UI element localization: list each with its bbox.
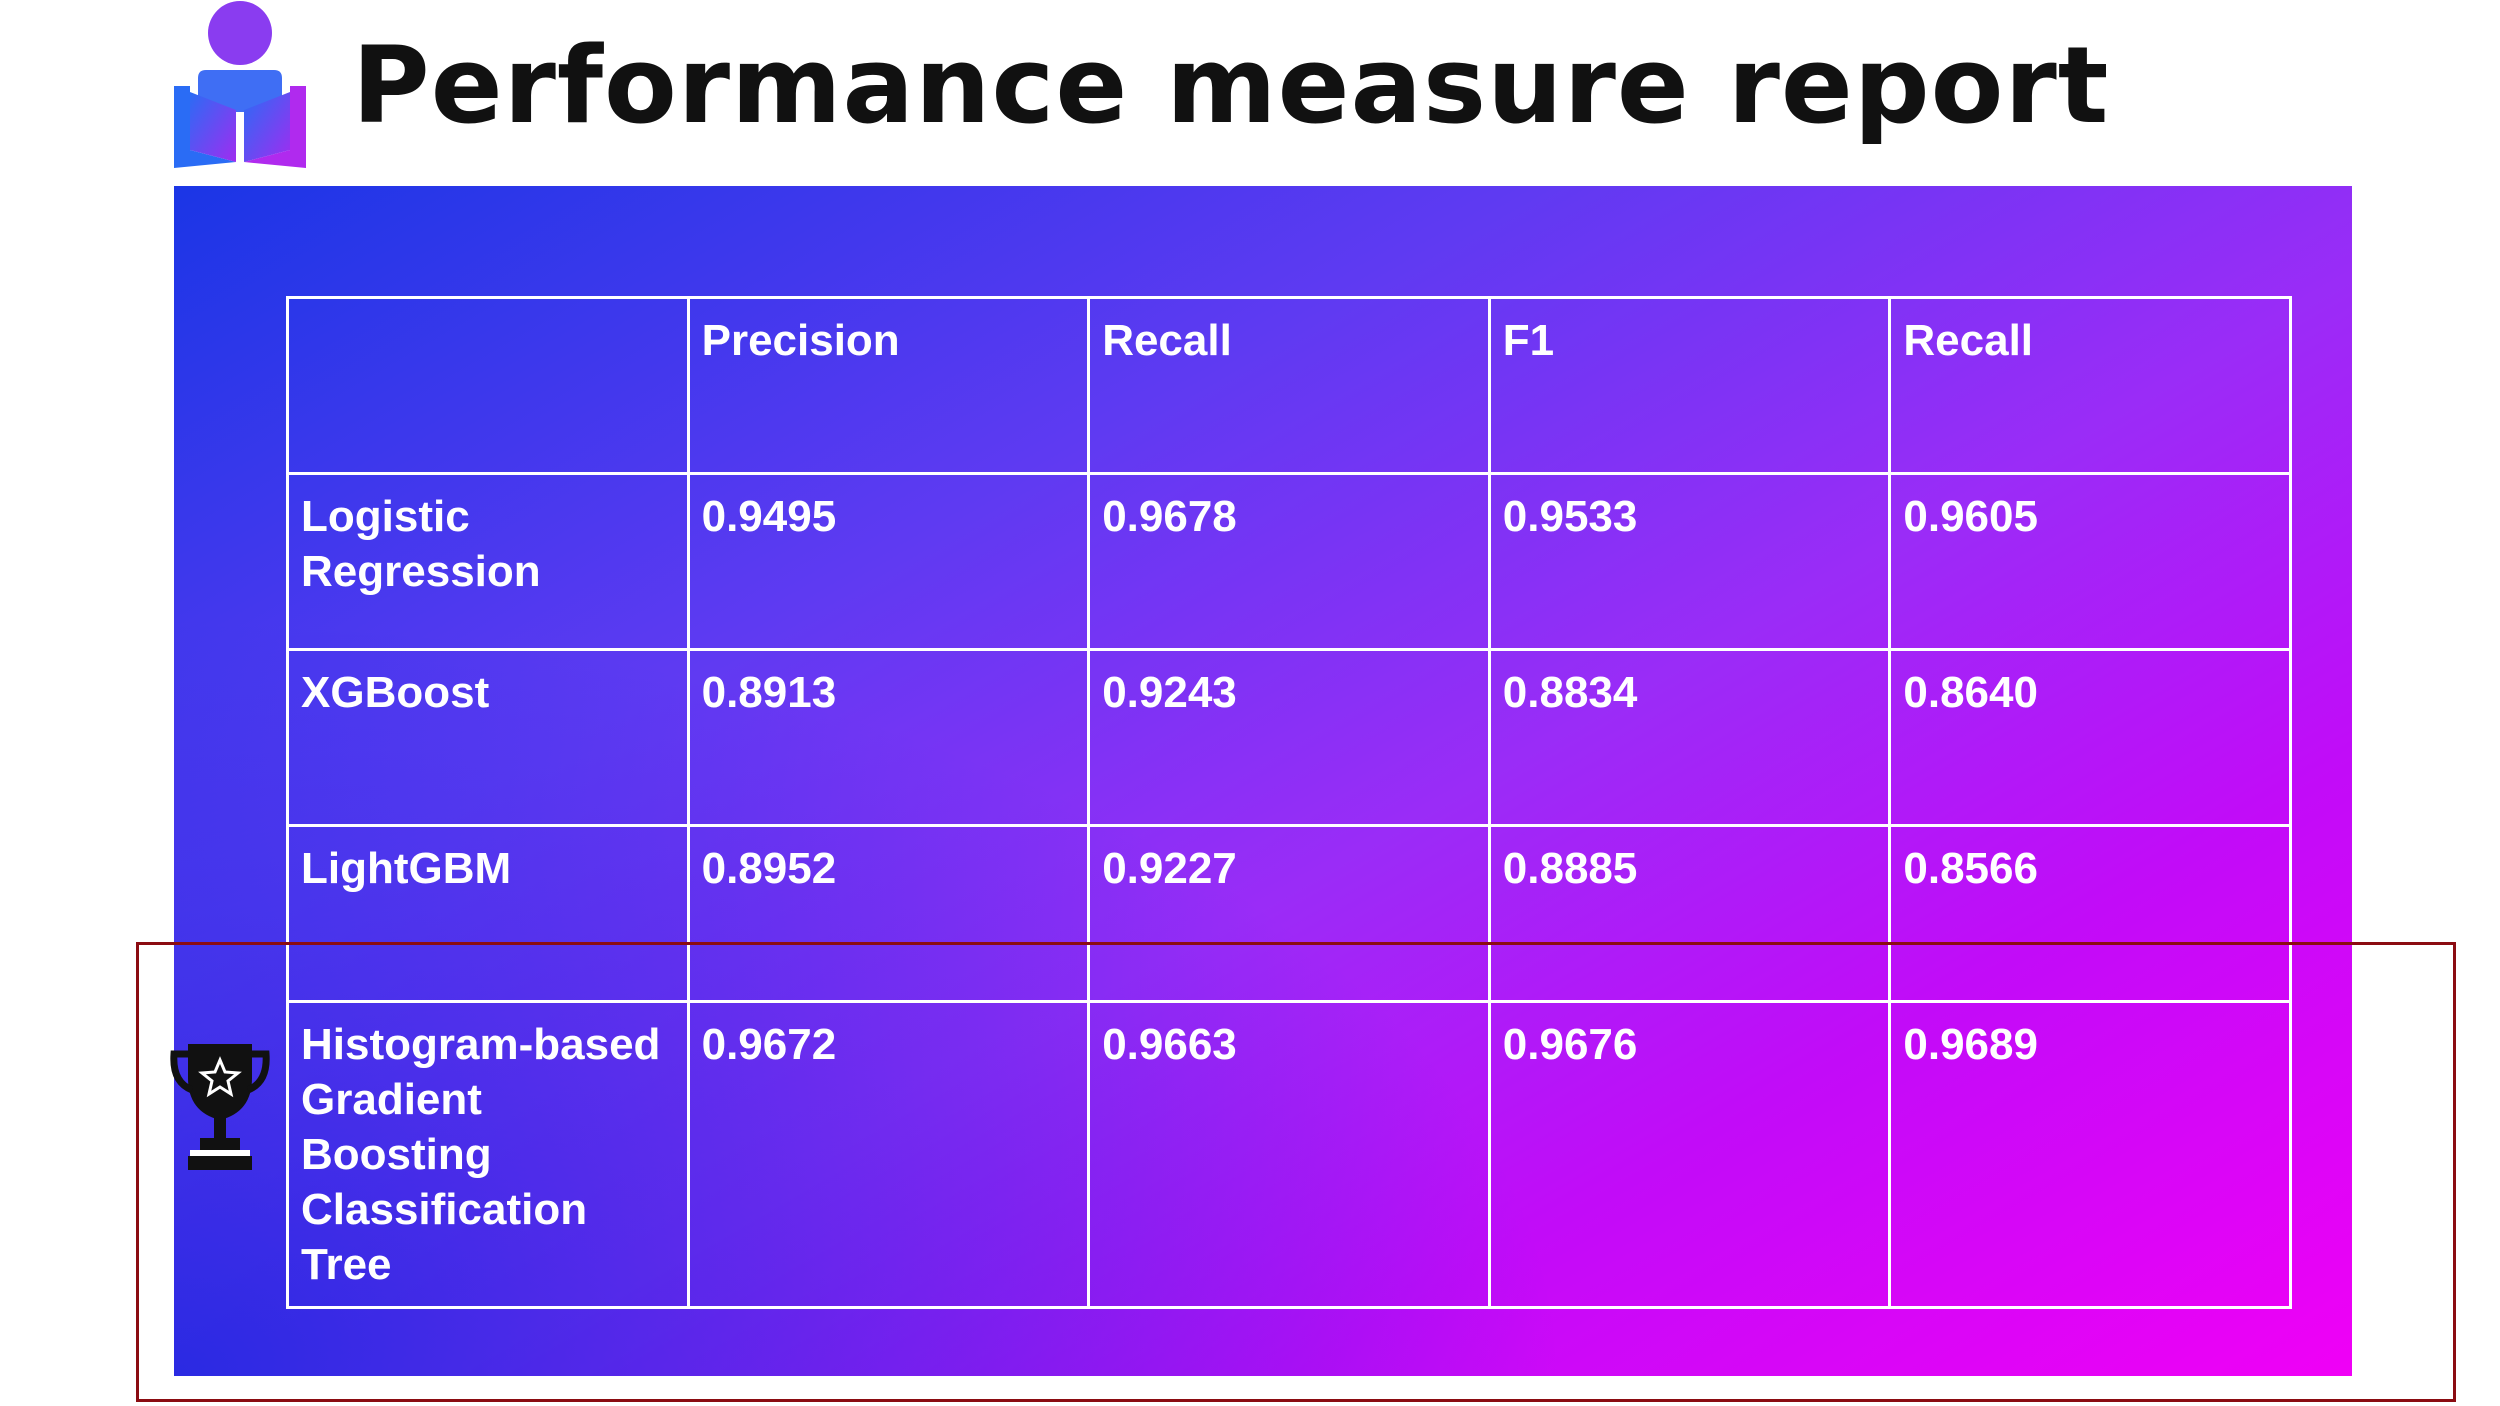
model-name-cell: LightGBM: [286, 824, 690, 1003]
metric-cell: 0.9243: [1087, 648, 1491, 827]
metric-cell: 0.9676: [1487, 1000, 1892, 1309]
model-name-cell: Logistic Regression: [286, 472, 690, 651]
metric-cell: 0.9227: [1087, 824, 1491, 1003]
model-name-cell: XGBoost: [286, 648, 690, 827]
metric-cell: 0.9689: [1888, 1000, 2292, 1309]
model-name-cell: Histogram-based Gradient Boosting Classi…: [286, 1000, 690, 1309]
header-cell-f1: F1: [1487, 296, 1892, 475]
metric-cell: 0.9672: [686, 1000, 1091, 1309]
metric-cell: 0.9533: [1487, 472, 1892, 651]
table-row: LightGBM 0.8952 0.9227 0.8885 0.8566: [286, 824, 2292, 1003]
metric-cell: 0.8913: [686, 648, 1091, 827]
metric-cell: 0.9663: [1087, 1000, 1491, 1309]
best-model-highlight-box: [136, 942, 2456, 1402]
metric-cell: 0.9605: [1888, 472, 2292, 651]
table-header-row: Precision Recall F1 Recall: [286, 296, 2292, 475]
trophy-icon: [170, 1044, 270, 1170]
table-row: XGBoost 0.8913 0.9243 0.8834 0.8640: [286, 648, 2292, 827]
table-row-best-model: Histogram-based Gradient Boosting Classi…: [286, 1000, 2292, 1309]
metric-cell: 0.8566: [1888, 824, 2292, 1003]
header-cell-recall: Recall: [1087, 296, 1491, 475]
table-row: Logistic Regression 0.9495 0.9678 0.9533…: [286, 472, 2292, 651]
metric-cell: 0.8640: [1888, 648, 2292, 827]
metric-cell: 0.9495: [686, 472, 1091, 651]
metric-cell: 0.8885: [1487, 824, 1892, 1003]
performance-table: Precision Recall F1 Recall Logistic Regr…: [286, 296, 2292, 1309]
header-cell-empty: [286, 296, 690, 475]
metric-cell: 0.9678: [1087, 472, 1491, 651]
header-cell-precision: Precision: [686, 296, 1091, 475]
metric-cell: 0.8952: [686, 824, 1091, 1003]
page-title: Performance measure report: [352, 24, 2110, 147]
reader-person-logo-icon: [174, 1, 306, 168]
metric-cell: 0.8834: [1487, 648, 1892, 827]
header-cell-recall-2: Recall: [1888, 296, 2292, 475]
